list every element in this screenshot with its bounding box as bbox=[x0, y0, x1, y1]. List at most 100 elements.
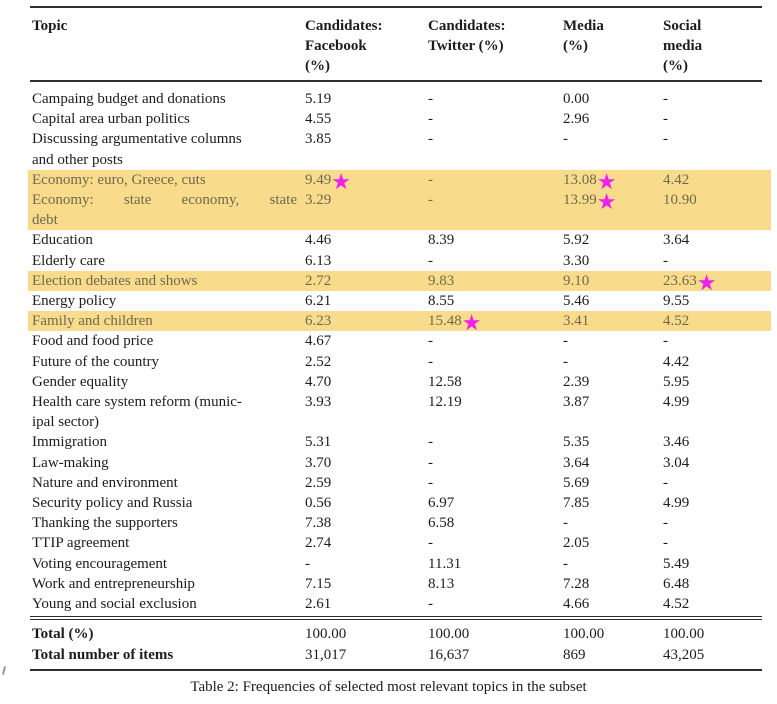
cell-value: - bbox=[663, 474, 668, 491]
value-cell: 3.85 bbox=[305, 129, 428, 169]
header-line: (%) bbox=[305, 58, 330, 74]
topic-cell: Thanking the supporters bbox=[30, 513, 305, 533]
value-cell: 2.96 bbox=[563, 109, 663, 129]
cell-value: - bbox=[663, 91, 668, 107]
cell-value: 4.99 bbox=[663, 394, 690, 411]
topic-cell: Work and entrepreneurship bbox=[30, 574, 305, 594]
topic-line: Energy policy bbox=[32, 293, 117, 310]
cell-value: - bbox=[428, 252, 433, 269]
value-cell: 3.70 bbox=[305, 453, 428, 473]
cell-value: - bbox=[428, 171, 433, 188]
topic-cell: Elderly care bbox=[30, 251, 305, 271]
value-cell: 4.46 bbox=[305, 230, 428, 250]
value-cell: 6.23 bbox=[305, 311, 428, 331]
cell-value: - bbox=[428, 434, 433, 451]
value-cell: 2.61 bbox=[305, 594, 428, 614]
value-cell: - bbox=[428, 453, 563, 473]
table-row: Economy: euro, Greece, cuts 9.49★ - 13.0… bbox=[28, 169, 771, 193]
topic-line: Campaing budget and donations bbox=[32, 91, 226, 107]
header-line: (%) bbox=[563, 38, 588, 54]
topic-line: Health care system reform (munic- bbox=[32, 394, 242, 411]
value-cell: 9.10 bbox=[563, 271, 663, 291]
cell-value: 23.63 bbox=[663, 272, 697, 289]
header-line: Candidates: bbox=[305, 18, 383, 34]
topic-line: Economy: state economy, state bbox=[32, 192, 297, 209]
topic-cell: Economy: euro, Greece, cuts bbox=[30, 170, 305, 190]
value-cell: 4.42 bbox=[663, 352, 762, 372]
cell-value: 3.64 bbox=[563, 454, 590, 471]
cell-value: 5.92 bbox=[563, 232, 590, 249]
cell-value: - bbox=[428, 131, 433, 148]
topic-cell: Energy policy bbox=[30, 291, 305, 311]
cell-value: 12.58 bbox=[428, 373, 462, 390]
column-header-candidates-twitter: Candidates: Twitter (%) bbox=[428, 16, 563, 76]
topic-cell: Security policy and Russia bbox=[30, 493, 305, 513]
value-cell: 5.49 bbox=[663, 554, 762, 574]
total-percent-media: 100.00 bbox=[563, 626, 605, 643]
table-row: Health care system reform (munic-ipal se… bbox=[30, 392, 762, 432]
table-row: Voting encouragement - 11.31 - 5.49 bbox=[30, 554, 762, 574]
table-row: Work and entrepreneurship 7.15 8.13 7.28… bbox=[30, 574, 762, 594]
cell-value: 8.39 bbox=[428, 232, 455, 249]
table-header-row: Topic Candidates: Facebook (%) Candidate… bbox=[30, 8, 762, 80]
table-row: Family and children 6.23 15.48★ 3.41 4.5… bbox=[28, 311, 771, 335]
value-cell: 2.72 bbox=[305, 271, 428, 291]
topic-line: Elderly care bbox=[32, 252, 105, 269]
cell-value: 8.13 bbox=[428, 575, 455, 592]
table-row: Energy policy 6.21 8.55 5.46 9.55 bbox=[30, 291, 762, 311]
value-cell: - bbox=[428, 594, 563, 614]
header-bottom-rule bbox=[30, 80, 762, 82]
value-cell: - bbox=[428, 190, 563, 230]
value-cell: 9.83 bbox=[428, 271, 563, 291]
total-percent-twitter: 100.00 bbox=[428, 626, 470, 643]
table-row: Election debates and shows 2.72 9.83 9.1… bbox=[28, 270, 771, 294]
cell-value: 2.72 bbox=[305, 272, 332, 289]
table-row: Gender equality 4.70 12.58 2.39 5.95 bbox=[30, 372, 762, 392]
value-cell: 7.15 bbox=[305, 574, 428, 594]
total-items-facebook: 31,017 bbox=[305, 647, 347, 664]
cell-value: 3.46 bbox=[663, 434, 690, 451]
table-row: Security policy and Russia 0.56 6.97 7.8… bbox=[30, 493, 762, 513]
star-icon: ★ bbox=[596, 190, 617, 216]
star-icon: ★ bbox=[461, 311, 482, 337]
column-header-candidates-facebook: Candidates: Facebook (%) bbox=[305, 16, 428, 76]
value-cell: 3.30 bbox=[563, 251, 663, 271]
value-cell: - bbox=[428, 533, 563, 553]
topic-line: Nature and environment bbox=[32, 474, 178, 491]
table-row: Discussing argumentative columns and othe… bbox=[30, 129, 762, 169]
table-row: Future of the country 2.52 - - 4.42 bbox=[30, 352, 762, 372]
cell-value: 5.95 bbox=[663, 373, 690, 390]
cell-value: - bbox=[663, 131, 668, 148]
cell-value: 7.85 bbox=[563, 495, 590, 512]
cell-value: 3.93 bbox=[305, 394, 332, 411]
value-cell: 4.52 bbox=[663, 311, 762, 331]
cell-value: 2.61 bbox=[305, 596, 332, 613]
cell-value: 5.69 bbox=[563, 474, 590, 491]
cell-value: 9.49 bbox=[305, 171, 332, 188]
cell-value: - bbox=[428, 192, 433, 209]
topic-line: Security policy and Russia bbox=[32, 495, 193, 512]
value-cell: - bbox=[428, 109, 563, 129]
value-cell: 2.59 bbox=[305, 473, 428, 493]
topic-cell: Family and children bbox=[30, 311, 305, 331]
total-percent-social-media: 100.00 bbox=[663, 626, 705, 643]
column-header-social-media: Social media (%) bbox=[663, 16, 762, 76]
value-cell: 9.55 bbox=[663, 291, 762, 311]
cell-value: - bbox=[428, 353, 433, 370]
cell-value: 4.66 bbox=[563, 596, 590, 613]
table-row: Young and social exclusion 2.61 - 4.66 4… bbox=[30, 594, 762, 614]
value-cell: 5.35 bbox=[563, 432, 663, 452]
value-cell: - bbox=[563, 513, 663, 533]
topic-cell: Voting encouragement bbox=[30, 554, 305, 574]
value-cell: 9.49★ bbox=[305, 170, 428, 193]
value-cell: - bbox=[663, 89, 762, 109]
value-cell: 2.52 bbox=[305, 352, 428, 372]
header-line: Topic bbox=[32, 18, 68, 34]
topic-line: Capital area urban politics bbox=[32, 111, 190, 128]
value-cell: - bbox=[428, 473, 563, 493]
topic-line: Election debates and shows bbox=[32, 272, 198, 289]
cell-value: 6.97 bbox=[428, 495, 455, 512]
cell-value: 3.29 bbox=[305, 192, 332, 209]
topic-line: Education bbox=[32, 232, 93, 249]
